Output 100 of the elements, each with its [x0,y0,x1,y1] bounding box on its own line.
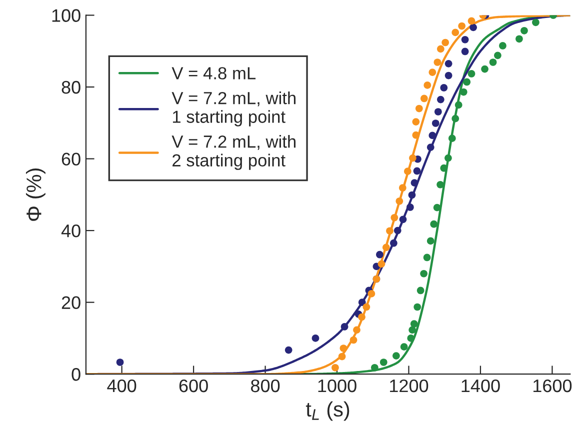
y-tick-label: 100 [52,9,80,22]
point [532,18,540,26]
point [412,118,420,126]
point [461,48,469,56]
point [406,204,414,211]
y-axis-title: Φ (%) [26,168,46,221]
point [424,82,432,89]
point [426,237,434,245]
y-tick-label: 20 [62,296,80,310]
point [454,101,462,109]
point [284,346,292,354]
point [440,84,448,92]
point [382,244,390,252]
point [410,320,418,328]
point [461,36,469,44]
point [400,343,408,350]
legend-label: V = 7.2 mL, with 2 starting point [172,135,296,170]
point [463,78,471,86]
point [428,68,436,76]
x-tick-label: 1600 [534,379,572,392]
point [410,179,418,186]
point [430,220,438,228]
point [458,22,466,30]
point [494,52,502,60]
point [452,28,460,36]
point [432,120,440,127]
point [436,180,444,188]
point [350,336,358,344]
point [376,250,384,258]
legend-label: V = 7.2 mL, with 1 starting point [172,91,296,126]
x-tick-label: 400 [107,379,136,392]
point [468,70,476,78]
point [312,334,320,342]
point [442,38,449,46]
point [392,352,400,360]
point [460,88,468,96]
point [416,286,424,294]
x-tick-label: 600 [179,379,208,392]
point [408,191,416,199]
point [332,364,339,372]
x-tick-label: 1000 [318,379,356,392]
point [358,298,366,306]
point [434,108,442,116]
point [444,154,452,162]
point [440,164,448,172]
point [353,326,360,334]
point [404,168,412,176]
point [380,358,388,366]
point [470,24,477,32]
point [499,42,506,50]
point [444,72,452,80]
point [338,352,346,360]
x-axis-title: t$_{L}$ (s) [306,401,350,421]
point [420,270,428,278]
point [394,226,402,234]
point [370,364,378,372]
point [408,326,416,334]
point [448,134,456,142]
y-tick-label: 40 [61,224,80,238]
point [399,216,407,224]
point [452,114,460,122]
point [390,214,398,222]
point [362,303,370,311]
point [436,96,444,104]
point [390,239,398,247]
legend-label: V = 4.8 mL [172,67,256,80]
point [436,45,444,53]
point [340,344,348,352]
point [428,132,436,140]
point [358,313,366,321]
point [386,227,394,235]
point [520,26,528,34]
point [378,260,386,268]
point [468,17,476,25]
point [516,35,523,43]
point [409,154,416,162]
point [433,204,441,212]
y-tick-label: 80 [62,80,80,94]
point [426,144,434,151]
point [489,58,497,66]
x-tick-label: 800 [251,379,280,392]
point [434,58,442,66]
y-tick-label: 0 [72,368,80,381]
point [396,197,404,205]
point [444,60,452,68]
point [412,131,420,139]
point [481,65,488,73]
point [116,358,124,366]
point [423,254,431,262]
point [415,104,423,112]
point [413,167,421,175]
point [414,303,422,311]
point [398,184,406,192]
y-tick-label: 60 [62,152,80,166]
x-tick-label: 1200 [390,379,428,392]
point [420,94,428,102]
point [340,323,348,330]
point [407,334,415,342]
x-tick-label: 1400 [462,379,500,392]
point [368,290,376,298]
